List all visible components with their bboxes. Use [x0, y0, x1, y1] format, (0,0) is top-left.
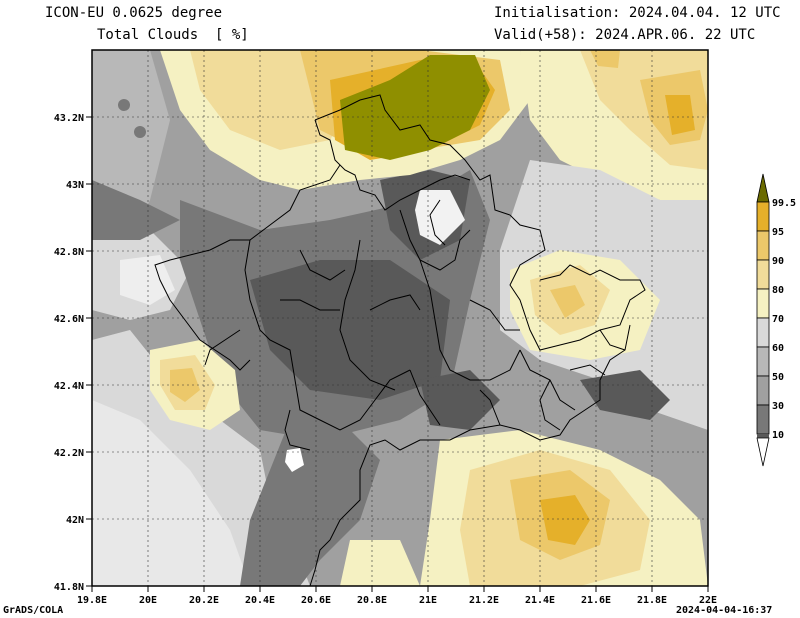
x-tick-label: 20.6E	[301, 595, 331, 606]
colorbar-labels: 99.5 95 90 80 70 60 50 30 10	[772, 198, 796, 441]
variable-title: Total Clouds [ %]	[97, 27, 249, 43]
x-tick-label: 21.2E	[469, 595, 499, 606]
footer-timestamp: 2024-04-04-16:37	[676, 605, 773, 616]
valid-time: Valid(+58): 2024.APR.06. 22 UTC	[494, 27, 756, 43]
x-tick-label: 21.6E	[581, 595, 611, 606]
x-tick-label: 21.8E	[637, 595, 667, 606]
y-tick-label: 42.6N	[54, 314, 84, 325]
y-tick-label: 42.2N	[54, 448, 84, 459]
footer-credit: GrADS/COLA	[3, 605, 64, 616]
cloud-field	[92, 50, 708, 586]
x-tick-label: 20E	[139, 595, 157, 606]
x-tick-label: 20.4E	[245, 595, 275, 606]
colorbar-label: 90	[772, 256, 784, 267]
y-tick-label: 42.4N	[54, 381, 84, 392]
y-axis: 43.2N 43N 42.8N 42.6N 42.4N 42.2N 42N 41…	[54, 113, 92, 593]
x-tick-label: 20.8E	[357, 595, 387, 606]
admin-borders	[154, 94, 646, 586]
colorbar-label: 30	[772, 401, 784, 412]
colorbar-label: 95	[772, 227, 784, 238]
x-tick-label: 21.4E	[525, 595, 555, 606]
y-tick-label: 43.2N	[54, 113, 84, 124]
colorbar-label: 99.5	[772, 198, 796, 209]
model-title: ICON-EU 0.0625 degree	[45, 5, 223, 21]
init-time: Initialisation: 2024.04.04. 12 UTC	[494, 5, 781, 21]
y-tick-label: 42.8N	[54, 247, 84, 258]
colorbar-top-arrow	[756, 173, 770, 203]
colorbar-label: 70	[772, 314, 784, 325]
colorbar	[756, 173, 770, 467]
y-tick-label: 43N	[66, 180, 84, 191]
colorbar-label: 60	[772, 343, 784, 354]
y-tick-label: 42N	[66, 515, 84, 526]
colorbar-bottom-arrow	[756, 437, 770, 467]
colorbar-label: 80	[772, 285, 784, 296]
y-tick-label: 41.8N	[54, 582, 84, 593]
x-tick-label: 19.8E	[77, 595, 107, 606]
x-axis: 19.8E 20E 20.2E 20.4E 20.6E 20.8E 21E 21…	[77, 586, 717, 606]
colorbar-label: 50	[772, 372, 784, 383]
x-tick-label: 22E	[699, 595, 717, 606]
x-tick-label: 21E	[419, 595, 437, 606]
x-tick-label: 20.2E	[189, 595, 219, 606]
graticule	[92, 50, 708, 586]
colorbar-label: 10	[772, 430, 784, 441]
